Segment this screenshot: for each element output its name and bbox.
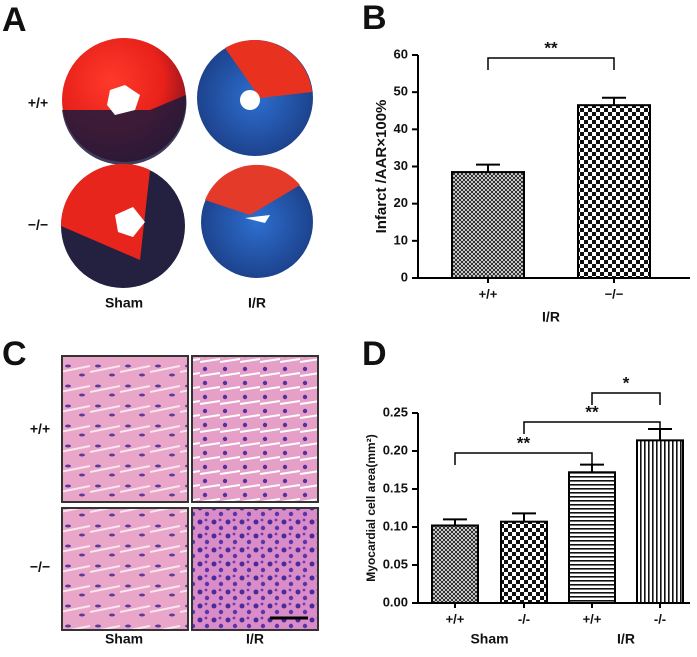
error-bar xyxy=(476,163,500,173)
x-tick-label: +/+ xyxy=(583,611,602,626)
x-tick-label: +/+ xyxy=(446,611,465,626)
significance-label: ** xyxy=(585,402,599,421)
y-tick-label: 0.05 xyxy=(383,556,408,571)
column-label: Sham xyxy=(105,631,143,647)
y-tick-label: 0.20 xyxy=(383,442,408,457)
x-tick-label: -/- xyxy=(654,611,666,626)
y-tick-label: 0 xyxy=(401,269,408,284)
y-tick-label: 40 xyxy=(394,121,408,136)
y-tick-label: 60 xyxy=(394,46,408,61)
bar xyxy=(577,104,651,279)
y-tick-label: 0.15 xyxy=(383,480,408,495)
bar xyxy=(568,471,616,604)
column-label: I/R xyxy=(248,295,266,311)
y-tick-label: 50 xyxy=(394,84,408,99)
y-tick-label: 0.10 xyxy=(383,518,408,533)
x-tick-label: -/- xyxy=(518,611,530,626)
error-bar xyxy=(443,518,467,526)
significance-bracket xyxy=(454,452,593,465)
bar xyxy=(636,439,684,604)
error-bar xyxy=(602,96,626,106)
group-label: Sham xyxy=(470,631,508,647)
error-bar xyxy=(580,463,604,473)
y-axis-label: Myocardial cell area(mm²) xyxy=(364,434,378,581)
y-axis-label: Infarct /AAR×100% xyxy=(373,100,390,234)
row-label: +/+ xyxy=(30,421,50,437)
histology-images xyxy=(61,355,319,631)
y-tick-label: 30 xyxy=(394,158,408,173)
x-tick-label: +/+ xyxy=(479,286,498,301)
significance-label: ** xyxy=(544,38,558,57)
group-label: I/R xyxy=(617,631,635,647)
heart-images xyxy=(60,38,313,288)
column-label: Sham xyxy=(105,295,143,311)
significance-label: * xyxy=(623,373,630,392)
y-tick-label: 0.25 xyxy=(383,404,408,419)
y-tick-label: 10 xyxy=(394,232,408,247)
bar xyxy=(500,520,548,604)
panel-letter: D xyxy=(362,335,387,373)
error-bar xyxy=(512,512,536,522)
bar xyxy=(431,524,479,604)
row-label: −/− xyxy=(28,217,48,233)
significance-bracket xyxy=(523,421,661,434)
significance-bracket xyxy=(487,57,615,70)
row-label: +/+ xyxy=(28,95,48,111)
panel-letter: C xyxy=(2,335,27,373)
bar xyxy=(451,171,525,279)
row-label: −/− xyxy=(30,559,50,575)
x-tick-label: −/− xyxy=(605,286,624,301)
significance-bracket xyxy=(591,392,661,405)
x-axis-label: I/R xyxy=(542,309,560,325)
column-label: I/R xyxy=(246,631,264,647)
significance-label: ** xyxy=(517,433,531,452)
panel-letter: A xyxy=(2,1,27,39)
panel-letter: B xyxy=(362,0,387,37)
y-tick-label: 0.00 xyxy=(383,594,408,609)
y-tick-label: 20 xyxy=(394,195,408,210)
